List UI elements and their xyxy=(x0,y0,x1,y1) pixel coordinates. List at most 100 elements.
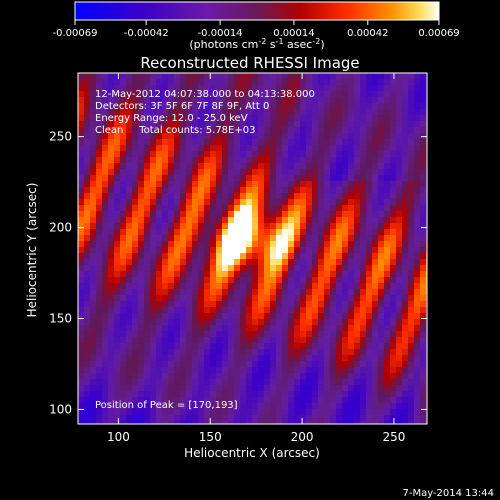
heatmap-cell xyxy=(336,259,342,265)
heatmap-cell xyxy=(168,211,174,217)
heatmap-cell xyxy=(324,193,330,199)
heatmap-cell xyxy=(288,151,294,157)
heatmap-cell xyxy=(156,235,162,241)
heatmap-cell xyxy=(234,367,240,373)
heatmap-cell xyxy=(336,91,342,97)
heatmap-cell xyxy=(198,355,204,361)
heatmap-cell xyxy=(312,343,318,349)
heatmap-cell xyxy=(324,127,330,133)
heatmap-cell xyxy=(90,403,96,409)
heatmap-cell xyxy=(420,409,426,415)
heatmap-cell xyxy=(396,73,402,79)
heatmap-cell xyxy=(210,301,216,307)
heatmap-cell xyxy=(138,79,144,85)
heatmap-cell xyxy=(156,133,162,139)
heatmap-cell xyxy=(342,109,348,115)
heatmap-cell xyxy=(282,247,288,253)
heatmap-cell xyxy=(246,133,252,139)
heatmap-cell xyxy=(354,379,360,385)
heatmap-cell xyxy=(300,85,306,91)
heatmap-cell xyxy=(360,151,366,157)
heatmap-cell xyxy=(342,319,348,325)
heatmap-cell xyxy=(396,205,402,211)
heatmap-cell xyxy=(288,187,294,193)
heatmap-cell xyxy=(138,307,144,313)
heatmap-cell xyxy=(258,385,264,391)
heatmap-cell xyxy=(264,367,270,373)
heatmap-cell xyxy=(408,283,414,289)
heatmap-cell xyxy=(162,361,168,367)
heatmap-cell xyxy=(384,325,390,331)
heatmap-cell xyxy=(138,385,144,391)
heatmap-cell xyxy=(330,103,336,109)
heatmap-cell xyxy=(174,313,180,319)
heatmap-cell xyxy=(252,277,258,283)
heatmap-cell xyxy=(198,283,204,289)
heatmap-cell xyxy=(102,355,108,361)
heatmap-cell xyxy=(258,211,264,217)
heatmap-cell xyxy=(408,97,414,103)
heatmap-cell xyxy=(246,187,252,193)
heatmap-cell xyxy=(126,271,132,277)
heatmap-cell xyxy=(132,325,138,331)
heatmap-cell xyxy=(102,307,108,313)
heatmap-cell xyxy=(162,133,168,139)
heatmap-cell xyxy=(132,367,138,373)
heatmap-cell xyxy=(132,307,138,313)
heatmap-cell xyxy=(324,301,330,307)
heatmap-cell xyxy=(402,109,408,115)
heatmap-cell xyxy=(396,379,402,385)
heatmap-cell xyxy=(222,127,228,133)
heatmap-cell xyxy=(180,127,186,133)
heatmap-cell xyxy=(318,79,324,85)
heatmap-cell xyxy=(366,349,372,355)
heatmap-cell xyxy=(342,229,348,235)
heatmap-cell xyxy=(156,373,162,379)
heatmap-cell xyxy=(378,325,384,331)
heatmap-cell xyxy=(366,421,372,424)
heatmap-cell xyxy=(192,91,198,97)
heatmap-cell xyxy=(174,169,180,175)
heatmap-cell xyxy=(366,109,372,115)
heatmap-cell xyxy=(300,115,306,121)
heatmap-cell xyxy=(282,163,288,169)
heatmap-cell xyxy=(120,223,126,229)
heatmap-cell xyxy=(168,217,174,223)
heatmap-cell xyxy=(108,79,114,85)
heatmap-cell xyxy=(348,217,354,223)
heatmap-cell xyxy=(348,289,354,295)
heatmap-cell xyxy=(162,391,168,397)
heatmap-cell xyxy=(138,205,144,211)
heatmap-cell xyxy=(414,187,420,193)
heatmap-cell xyxy=(108,163,114,169)
heatmap-cell xyxy=(336,85,342,91)
heatmap-cell xyxy=(132,409,138,415)
heatmap-cell xyxy=(276,361,282,367)
heatmap-cell xyxy=(270,235,276,241)
heatmap-cell xyxy=(378,79,384,85)
heatmap-cell xyxy=(132,247,138,253)
heatmap-cell xyxy=(312,319,318,325)
heatmap-cell xyxy=(342,415,348,421)
heatmap-cell xyxy=(348,169,354,175)
heatmap-cell xyxy=(348,391,354,397)
heatmap-cell xyxy=(96,217,102,223)
heatmap-cell xyxy=(312,223,318,229)
heatmap-cell xyxy=(300,139,306,145)
heatmap-cell xyxy=(174,253,180,259)
heatmap-cell xyxy=(276,295,282,301)
heatmap-cell xyxy=(186,103,192,109)
heatmap-cell xyxy=(318,337,324,343)
heatmap-cell xyxy=(348,415,354,421)
heatmap-cell xyxy=(180,241,186,247)
heatmap-cell xyxy=(276,343,282,349)
heatmap-cell xyxy=(216,259,222,265)
heatmap-cell xyxy=(378,211,384,217)
heatmap-cell xyxy=(288,265,294,271)
heatmap-cell xyxy=(168,115,174,121)
heatmap-cell xyxy=(348,409,354,415)
heatmap-cell xyxy=(210,343,216,349)
heatmap-cell xyxy=(276,169,282,175)
heatmap-cell xyxy=(366,367,372,373)
heatmap-cell xyxy=(312,313,318,319)
